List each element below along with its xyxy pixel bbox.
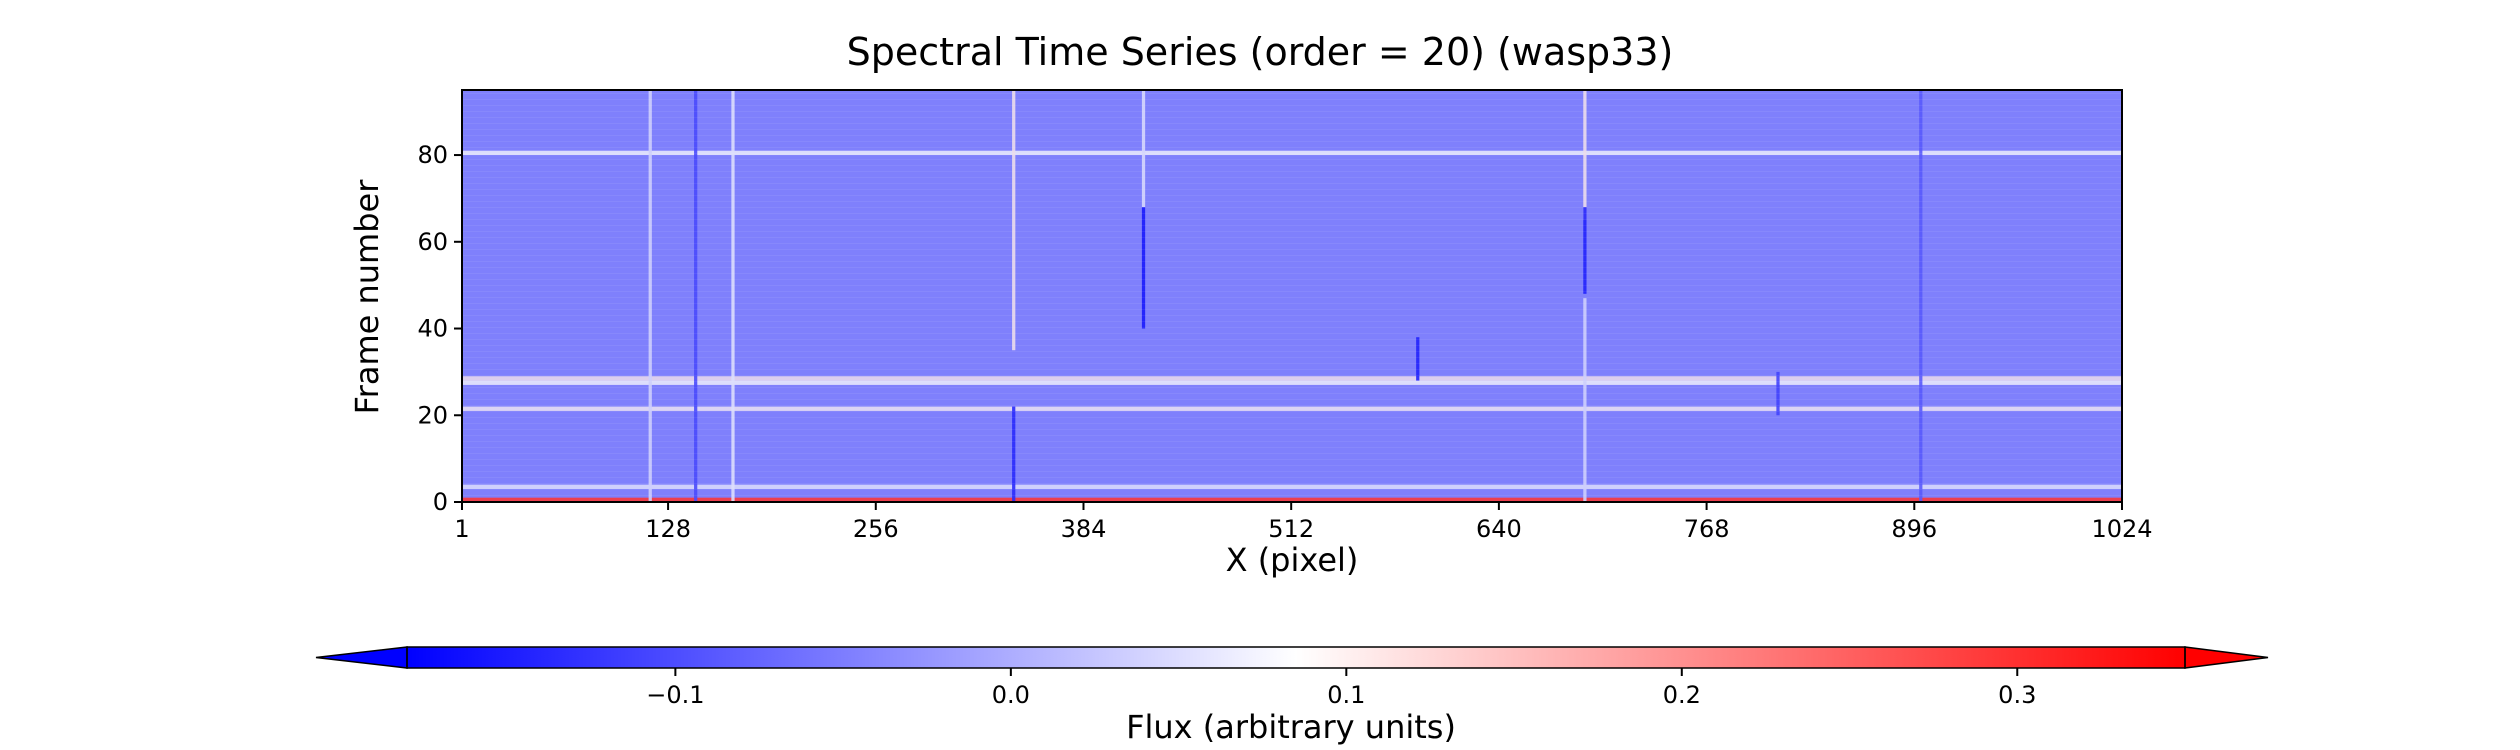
x-tick-label: 640 [1476,515,1522,543]
x-tick-label: 128 [645,515,691,543]
x-axis-label: X (pixel) [1225,541,1359,579]
x-axis: 1 128 256 384 512 640 768 896 1024 [454,502,2153,543]
y-axis: 0 20 40 60 80 [417,141,462,516]
x-tick-label: 1024 [2091,515,2152,543]
colorbar-frame [406,646,2186,669]
y-tick-label: 40 [417,315,448,343]
x-tick-label: 384 [1061,515,1107,543]
y-tick-label: 0 [433,488,448,516]
colorbar-gradient [407,647,2185,668]
y-tick-label: 60 [417,228,448,256]
colorbar-tick-label: −0.1 [646,681,704,709]
colorbar-extend-high [2184,646,2269,669]
y-axis-label: Frame number [348,179,386,415]
colorbar: −0.1 0.0 0.1 0.2 0.3 [315,646,2269,709]
colorbar-tick-label: 0.2 [1663,681,1701,709]
colorbar-tick-label: 0.3 [1998,681,2036,709]
colorbar-extend-low [315,646,408,669]
heatmap-texture [462,90,2122,502]
x-tick-label: 1 [454,515,469,543]
x-tick-label: 256 [853,515,899,543]
y-tick-label: 20 [417,401,448,429]
y-tick-label: 80 [417,141,448,169]
chart-title: Spectral Time Series (order = 20) (wasp3… [846,30,1674,74]
colorbar-label: Flux (arbitrary units) [1126,708,1456,746]
x-tick-label: 896 [1891,515,1937,543]
colorbar-tick-label: 0.1 [1327,681,1365,709]
colorbar-tick-label: 0.0 [992,681,1030,709]
x-tick-label: 512 [1268,515,1314,543]
x-tick-label: 768 [1684,515,1730,543]
heatmap [462,90,2122,502]
